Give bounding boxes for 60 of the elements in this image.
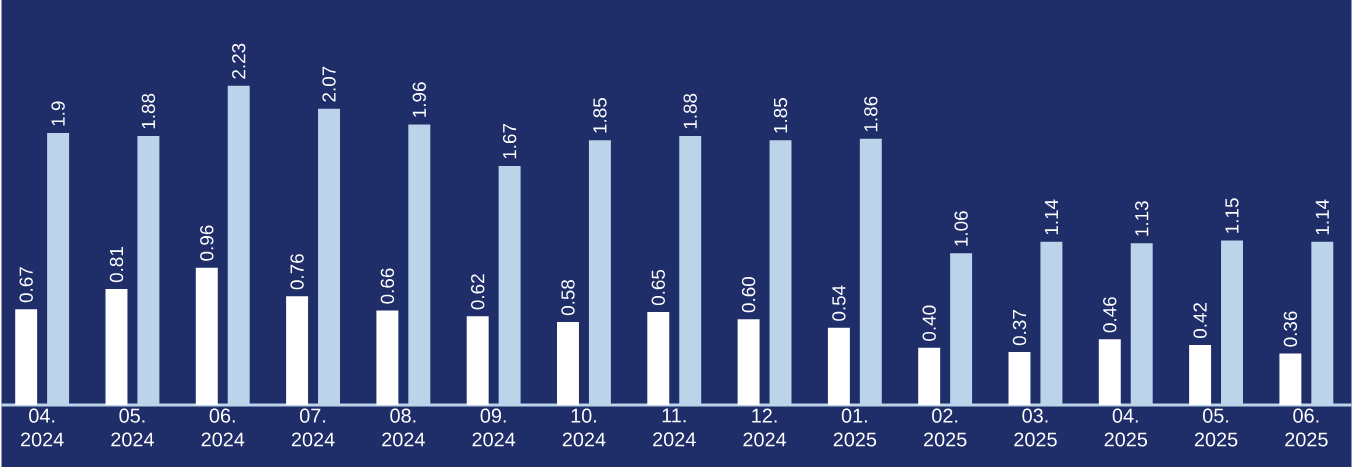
data-label: 0.40 bbox=[922, 305, 936, 341]
bar bbox=[105, 289, 128, 406]
data-label: 1.15 bbox=[1225, 198, 1239, 233]
x-tick-label: 12. 2024 bbox=[743, 408, 787, 447]
x-tick-label: 04. 2024 bbox=[21, 408, 64, 447]
data-label: 0.65 bbox=[651, 269, 665, 306]
data-label: 0.76 bbox=[290, 254, 304, 290]
bar bbox=[15, 309, 38, 406]
x-tick-label: 07. 2024 bbox=[291, 408, 335, 447]
data-label: 2.07 bbox=[322, 66, 336, 102]
data-label: 0.36 bbox=[1283, 311, 1298, 347]
x-tick-label: 04. 2025 bbox=[1104, 408, 1148, 447]
x-tick-label: 06. 2025 bbox=[1285, 408, 1328, 447]
data-label: 0.37 bbox=[1012, 310, 1027, 346]
data-label: 1.13 bbox=[1135, 201, 1149, 236]
data-label: 0.60 bbox=[741, 277, 756, 313]
x-tick-label: 02. 2025 bbox=[924, 408, 967, 447]
data-label: 1.06 bbox=[954, 211, 968, 246]
bar bbox=[376, 310, 399, 406]
data-label: 1.9 bbox=[51, 101, 65, 126]
bar bbox=[737, 319, 760, 406]
data-label: 1.96 bbox=[412, 82, 426, 117]
data-label: 1.85 bbox=[593, 98, 607, 133]
x-tick-label: 01. 2025 bbox=[833, 408, 877, 447]
bar bbox=[466, 316, 489, 406]
bar bbox=[286, 296, 309, 406]
bar bbox=[1008, 352, 1031, 406]
data-label: 0.81 bbox=[109, 247, 124, 283]
x-tick-label: 05. 2025 bbox=[1194, 408, 1238, 447]
x-tick-label: 11. 2024 bbox=[653, 408, 696, 447]
x-tick-label: 05. 2024 bbox=[111, 408, 154, 447]
x-tick-label: 09. 2024 bbox=[472, 408, 516, 447]
data-label: 1.14 bbox=[1044, 199, 1058, 235]
data-label: 1.85 bbox=[773, 98, 788, 133]
bar bbox=[557, 322, 579, 406]
bar bbox=[1189, 344, 1212, 406]
data-label: 0.96 bbox=[200, 225, 214, 261]
bar bbox=[918, 347, 941, 406]
data-label: 1.88 bbox=[141, 93, 156, 129]
data-label: 0.42 bbox=[1193, 302, 1207, 339]
data-label: 0.67 bbox=[19, 267, 33, 303]
x-tick-label: 06. 2024 bbox=[201, 408, 245, 447]
data-label: 0.54 bbox=[832, 285, 846, 321]
bar bbox=[195, 267, 218, 406]
data-label: 1.67 bbox=[502, 124, 517, 159]
bar bbox=[1279, 353, 1302, 406]
data-label: 2.23 bbox=[232, 43, 246, 79]
data-label: 1.88 bbox=[683, 93, 697, 129]
data-label: 0.58 bbox=[561, 279, 575, 316]
bar bbox=[647, 312, 670, 406]
bar bbox=[1098, 339, 1121, 406]
data-label: 0.62 bbox=[471, 274, 485, 310]
data-label: 0.66 bbox=[380, 268, 395, 304]
data-label: 0.46 bbox=[1103, 297, 1117, 333]
bar bbox=[827, 327, 850, 406]
data-label: 1.14 bbox=[1315, 199, 1329, 235]
data-label: 1.86 bbox=[864, 96, 878, 132]
x-tick-label: 08. 2024 bbox=[382, 408, 425, 447]
x-tick-label: 10. 2024 bbox=[562, 408, 606, 447]
x-tick-label: 03. 2025 bbox=[1014, 408, 1057, 447]
